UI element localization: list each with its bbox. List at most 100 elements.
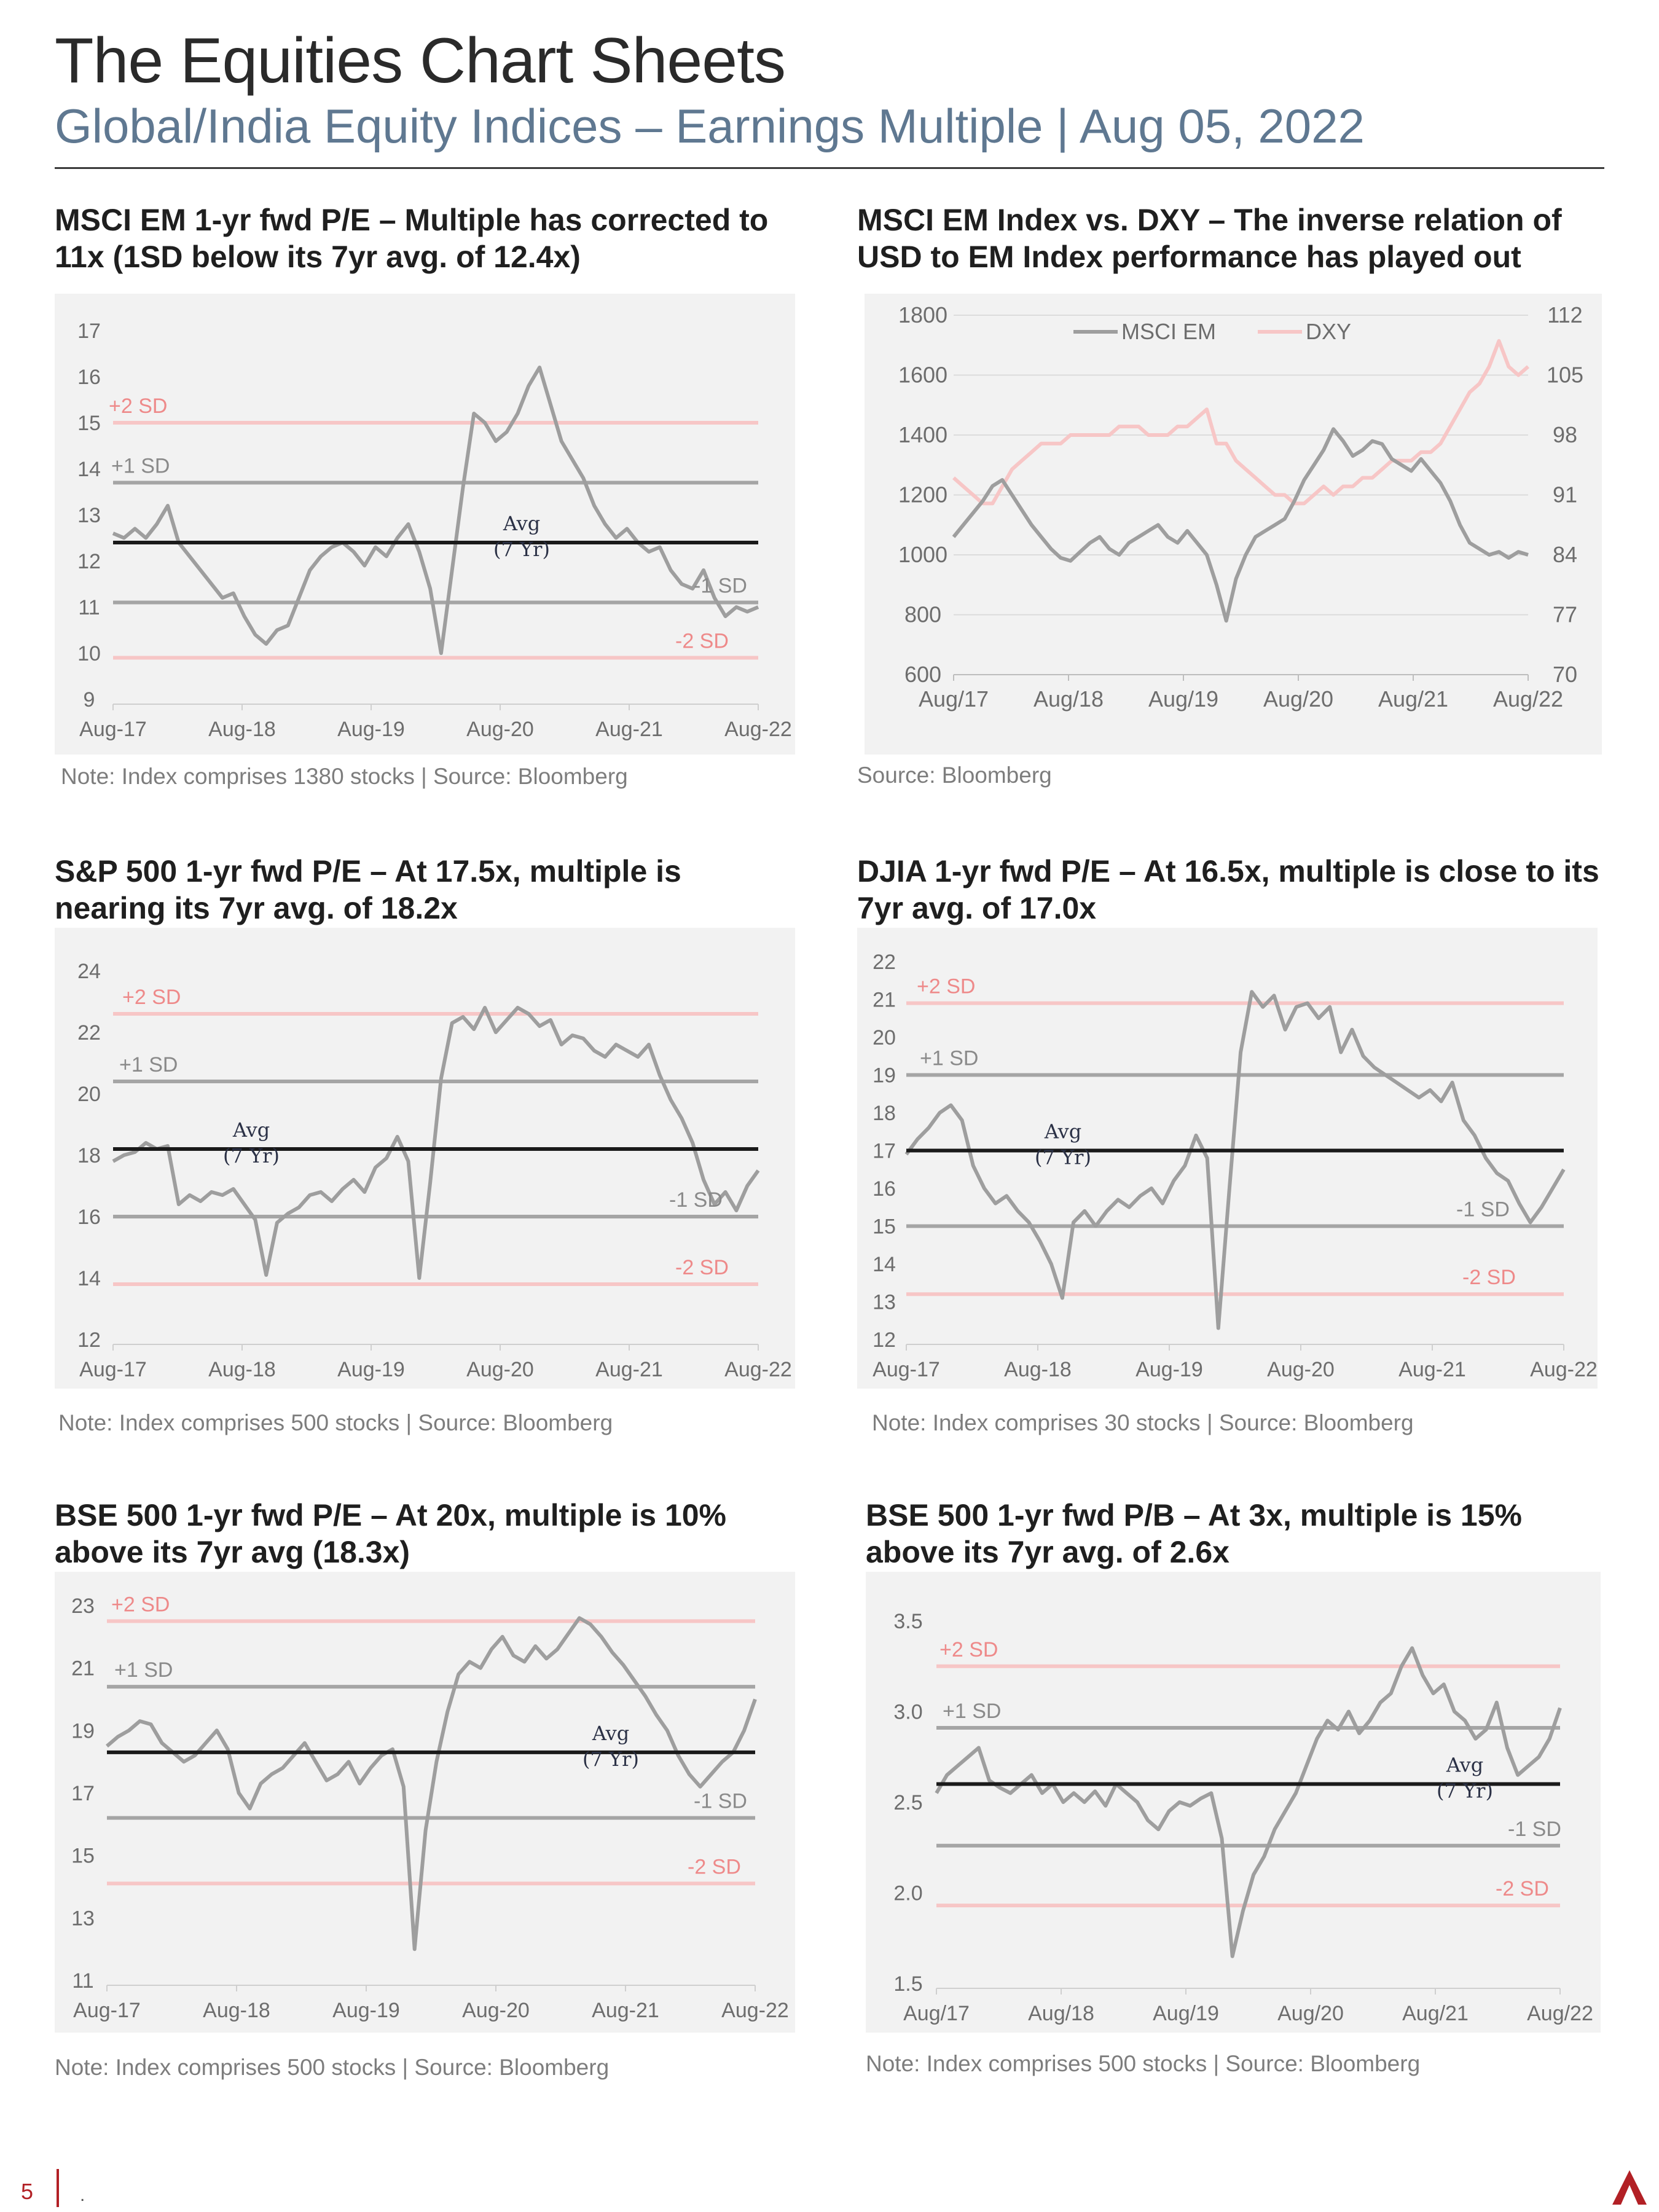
x-tick-label: Aug/21: [1378, 686, 1448, 712]
chart-title-line: MSCI EM Index vs. DXY – The inverse rela…: [857, 203, 1562, 237]
x-tick-label: Aug/22: [1493, 686, 1563, 712]
x-tick-label: Aug-22: [721, 1999, 789, 2022]
y-tick-label: 18: [873, 1102, 896, 1125]
minus-2sd-label: -2 SD: [675, 1256, 729, 1279]
minus-2sd-label: -2 SD: [1496, 1877, 1549, 1900]
x-tick-label: Aug/20: [1263, 686, 1333, 712]
series-line: [935, 1646, 1562, 1958]
plus-2sd-label: +2 SD: [111, 1593, 170, 1616]
page-number: 5: [21, 2179, 34, 2204]
y-tick-label: 13: [77, 504, 101, 527]
x-tick-label: Aug-20: [462, 1999, 530, 2022]
y-tick-label: 14: [873, 1253, 896, 1276]
minus-2sd-label: -2 SD: [688, 1855, 741, 1878]
y-tick-label: 20: [77, 1083, 101, 1106]
chart-title-line: above its 7yr avg (18.3x): [55, 1535, 410, 1569]
x-tick-label: Aug-20: [466, 1358, 534, 1381]
x-tick-label: Aug-17: [73, 1999, 141, 2022]
x-tick-label: Aug/19: [1148, 686, 1218, 712]
minus-1sd-label: -1 SD: [694, 575, 747, 598]
y-tick-label: 17: [77, 320, 101, 343]
plus-1sd-label: +1 SD: [119, 1053, 178, 1077]
y-tick-label-left: 800: [904, 602, 941, 627]
avg-label: (7 Yr): [223, 1144, 280, 1167]
y-tick-label-left: 1600: [898, 363, 947, 388]
y-tick-label: 22: [873, 951, 896, 974]
x-tick-label: Aug-18: [203, 1999, 270, 2022]
x-tick-label: Aug-18: [208, 718, 276, 741]
y-tick-label-right: 105: [1547, 363, 1583, 388]
page-title: The Equities Chart Sheets: [55, 25, 786, 96]
y-tick-label-left: 1800: [898, 302, 947, 327]
y-tick-label: 19: [873, 1064, 896, 1088]
legend-label-dxy: DXY: [1306, 319, 1351, 344]
series-line: [106, 1616, 757, 1951]
y-tick-label-right: 112: [1547, 302, 1582, 327]
chart-svg: 1800 1600 1400 1200 1000 800 600 112 105 98 91 84 77…: [898, 302, 1583, 712]
series-line-msci-em: [952, 427, 1529, 623]
y-tick-label: 15: [77, 412, 101, 435]
y-tick-label-left: 1400: [898, 422, 947, 447]
y-tick-label: 2.5: [893, 1791, 922, 1814]
chart-title-line: BSE 500 1-yr fwd P/E – At 20x, multiple …: [55, 1498, 727, 1532]
header-rule: [55, 167, 1604, 169]
chart-area: 24 22 20 18 16 14 12 Aug-17 Aug-18 Aug-19 Aug-20 Au…: [55, 928, 795, 1389]
chart-area: 3.5 3.0 2.5 2.0 1.5 Aug/17 Aug/18 Aug/19 Aug/20 A…: [866, 1572, 1601, 2033]
y-tick-label: 11: [78, 596, 100, 619]
minus-1sd-label: -1 SD: [694, 1790, 747, 1813]
y-tick-label: 13: [71, 1907, 95, 1930]
chart-title: MSCI EM 1-yr fwd P/E – Multiple has corr…: [55, 202, 768, 275]
chart-title: S&P 500 1-yr fwd P/E – At 17.5x, multipl…: [55, 853, 681, 927]
avg-label: (7 Yr): [582, 1747, 639, 1771]
x-tick-label: Aug/17: [919, 686, 989, 712]
plus-2sd-label: +2 SD: [122, 986, 181, 1009]
chart-note: Note: Index comprises 30 stocks | Source…: [872, 1410, 1414, 1435]
x-tick-label: Aug/22: [1527, 2002, 1593, 2025]
panel-msci-em-dxy: MSCI EM Index vs. DXY – The inverse rela…: [857, 202, 1607, 804]
y-tick-label-right: 91: [1553, 482, 1577, 508]
chart-title-line: BSE 500 1-yr fwd P/B – At 3x, multiple i…: [866, 1498, 1522, 1532]
y-tick-label: 16: [77, 366, 101, 389]
chart-area: 23 21 19 17 15 13 11 Aug-17 Aug-18 Aug-19 Aug-20 Au…: [55, 1572, 795, 2033]
plus-1sd-label: +1 SD: [111, 455, 170, 478]
x-tick-label: Aug-22: [724, 1358, 792, 1381]
panel-djia-pe: DJIA 1-yr fwd P/E – At 16.5x, multiple i…: [857, 853, 1607, 1449]
minus-1sd-label: -1 SD: [669, 1188, 723, 1212]
x-tick-label: Aug/18: [1033, 686, 1104, 712]
chart-svg: 22 21 20 19 18 17 16 15 14 13 12 Aug-17 Aug-18 Aug-19…: [873, 951, 1598, 1381]
y-tick-label: 2.0: [893, 1882, 922, 1905]
chart-svg: 17 16 15 14 13 12 11 10 9 Aug-17 Aug-18 Aug-19 Aug-2…: [77, 320, 792, 741]
y-tick-label: 12: [873, 1328, 896, 1352]
page-subtitle: Global/India Equity Indices – Earnings M…: [55, 99, 1365, 153]
y-tick-label: 11: [72, 1969, 93, 1993]
y-tick-label-right: 77: [1553, 602, 1577, 627]
chart-svg: 3.5 3.0 2.5 2.0 1.5 Aug/17 Aug/18 Aug/19 Aug/20 A…: [893, 1610, 1593, 2025]
y-tick-label: 21: [71, 1657, 95, 1681]
chart-title-line: MSCI EM 1-yr fwd P/E – Multiple has corr…: [55, 203, 769, 237]
x-tick-label: Aug-19: [332, 1999, 400, 2022]
panel-sp500-pe: S&P 500 1-yr fwd P/E – At 17.5x, multipl…: [55, 853, 798, 1449]
y-tick-label: 16: [873, 1177, 896, 1201]
x-tick-label: Aug-20: [466, 718, 534, 741]
chart-title: MSCI EM Index vs. DXY – The inverse rela…: [857, 202, 1562, 275]
x-tick-label: Aug/20: [1277, 2002, 1344, 2025]
plus-1sd-label: +1 SD: [114, 1658, 173, 1682]
x-tick-label: Aug/17: [903, 2002, 970, 2025]
x-tick-label: Aug-21: [1398, 1358, 1466, 1381]
minus-2sd-label: -2 SD: [1462, 1266, 1516, 1289]
x-tick-label: Aug-19: [337, 718, 405, 741]
y-tick-label: 21: [873, 989, 896, 1012]
y-tick-label: 17: [71, 1782, 95, 1805]
x-tick-label: Aug-18: [1004, 1358, 1072, 1381]
x-tick-label: Aug/21: [1402, 2002, 1469, 2025]
y-tick-label: 15: [873, 1215, 896, 1239]
chart-note: Source: Bloomberg: [857, 763, 1052, 788]
x-tick-label: Aug-17: [79, 1358, 147, 1381]
legend-label-msci-em: MSCI EM: [1121, 319, 1216, 344]
minus-1sd-label: -1 SD: [1456, 1198, 1510, 1222]
x-tick-label: Aug/18: [1028, 2002, 1094, 2025]
chart-title-line: above its 7yr avg. of 2.6x: [866, 1535, 1230, 1569]
series-line-dxy: [952, 339, 1529, 506]
y-tick-label: 24: [77, 960, 101, 983]
y-tick-label-right: 70: [1553, 662, 1577, 687]
